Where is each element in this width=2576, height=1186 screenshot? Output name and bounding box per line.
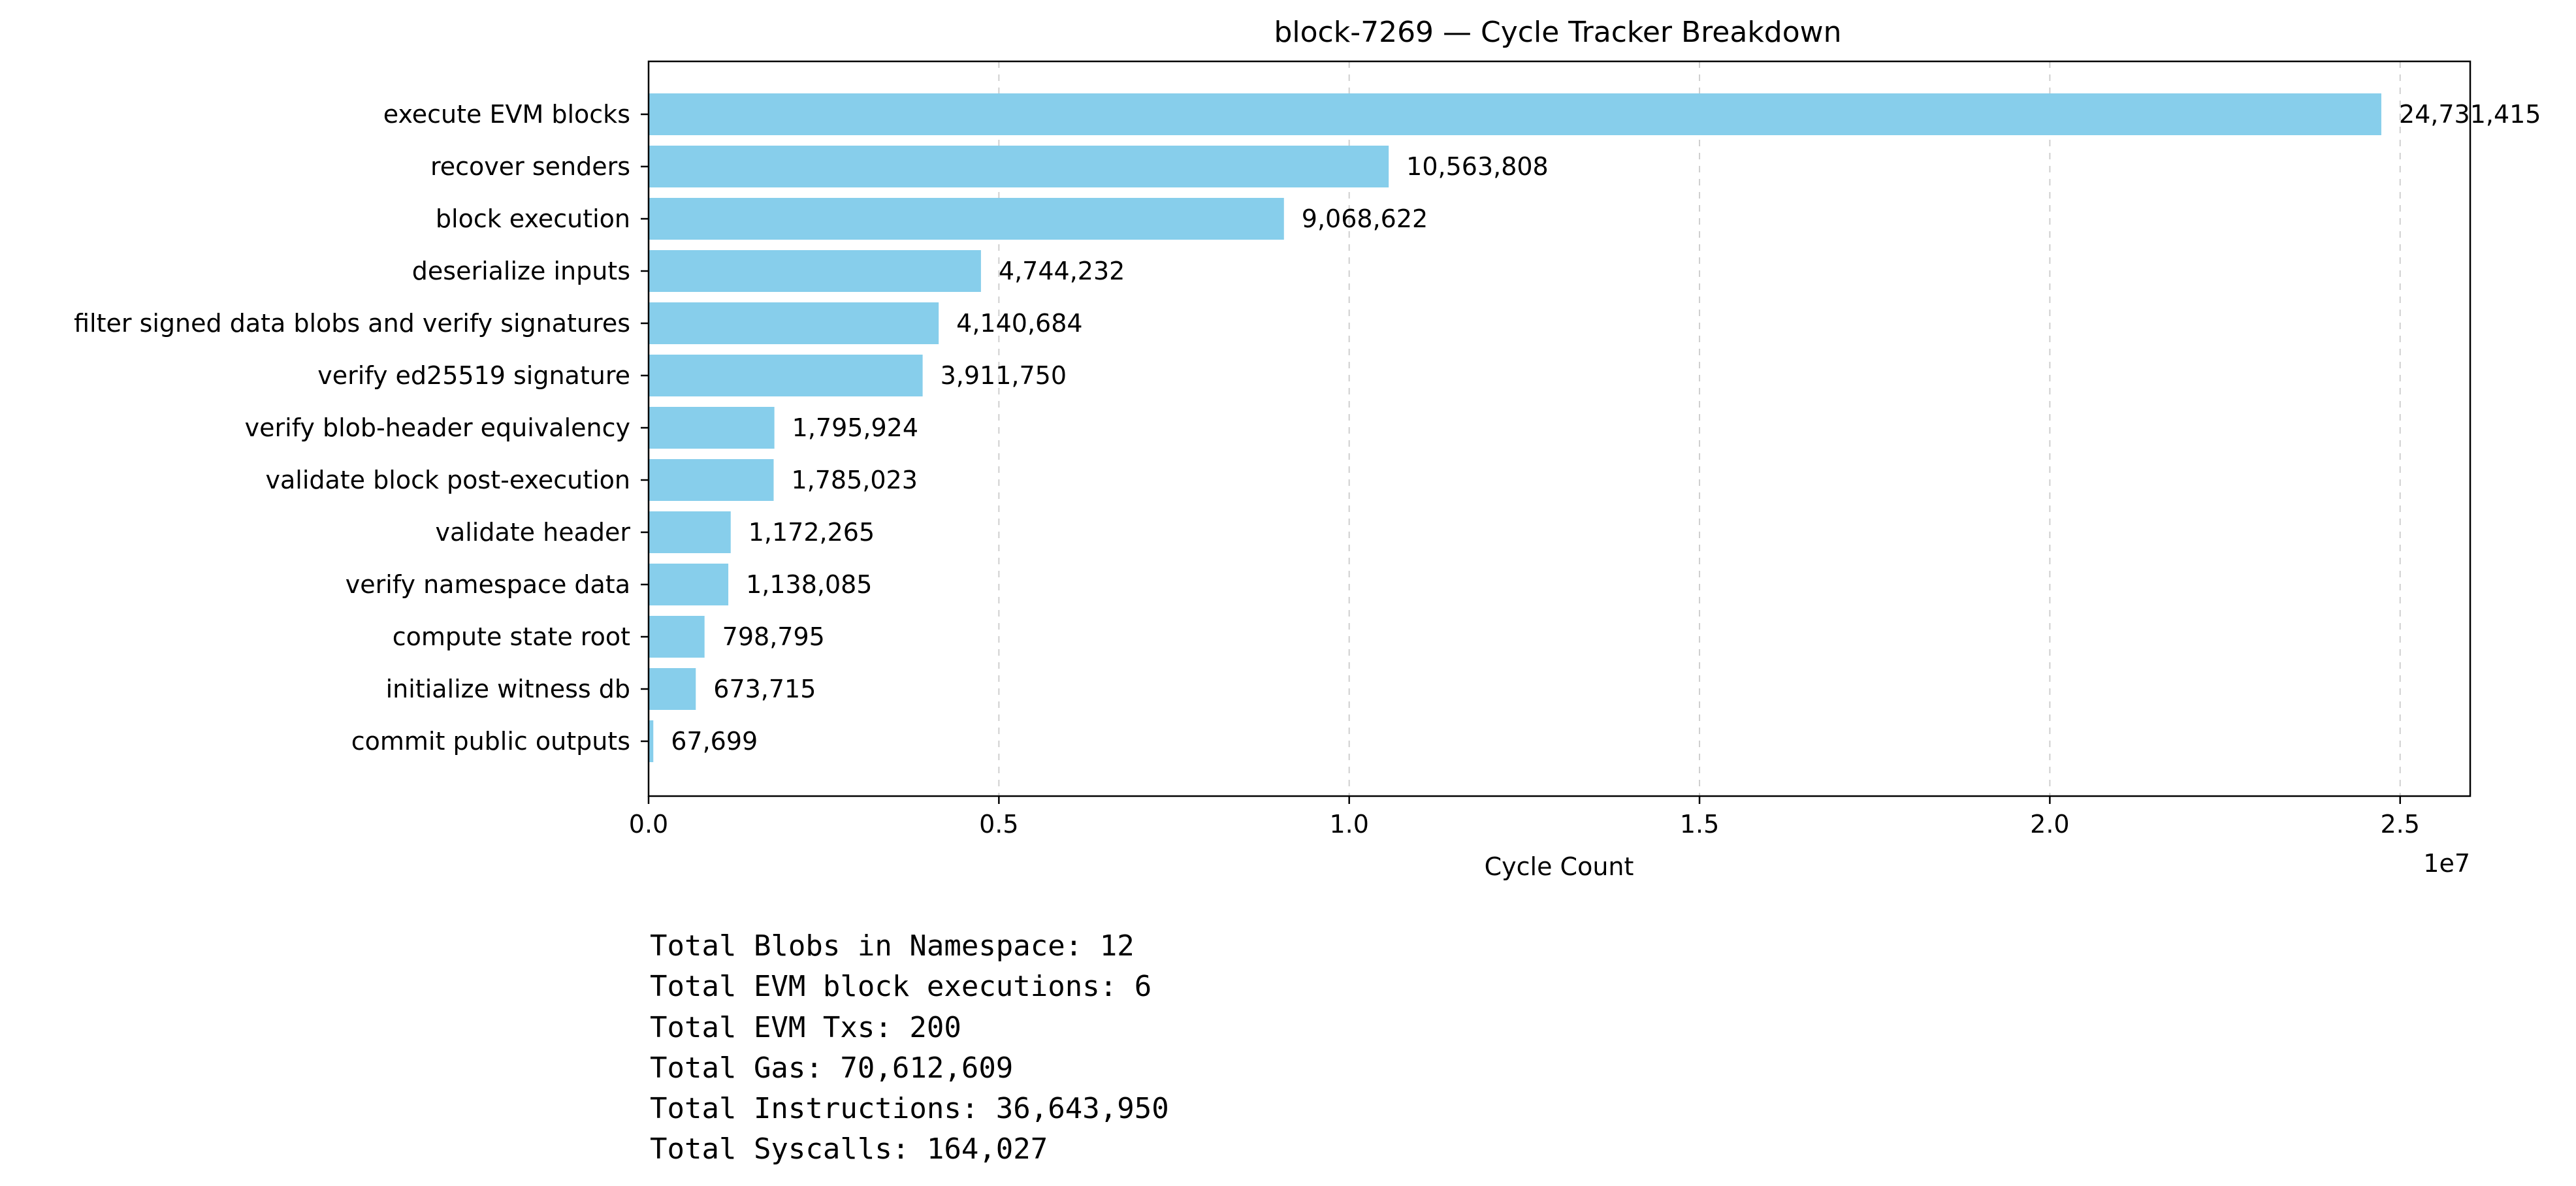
bar — [649, 720, 654, 762]
plot-frame — [647, 60, 2471, 797]
bar-value-label: 9,068,622 — [1302, 204, 1428, 233]
y-tick-label: block execution — [436, 204, 630, 233]
value-labels: 24,731,41510,563,8089,068,6224,744,2324,… — [671, 100, 2541, 756]
bar-value-label: 1,795,924 — [792, 413, 918, 442]
bar-value-label: 1,138,085 — [746, 570, 872, 599]
summary-stat-line: Total Gas: 70,612,609 — [650, 1051, 1014, 1085]
y-tick-label: filter signed data blobs and verify sign… — [74, 309, 630, 338]
bar-value-label: 673,715 — [713, 675, 816, 703]
bar-value-label: 4,140,684 — [956, 309, 1082, 338]
summary-stat-line: Total Instructions: 36,643,950 — [650, 1092, 1169, 1126]
x-axis: 0.0 0.5 1.0 1.5 2.0 2.5 — [629, 796, 2420, 839]
bar-value-label: 798,795 — [722, 622, 825, 651]
bar — [649, 616, 705, 658]
bar — [649, 668, 696, 710]
x-tick-label: 1.0 — [1329, 810, 1368, 839]
bar-value-label: 10,563,808 — [1406, 152, 1549, 181]
summary-stat-line: Total Blobs in Namespace: 12 — [650, 929, 1135, 963]
summary-stat-line: Total EVM Txs: 200 — [650, 1010, 961, 1044]
chart-title: block-7269 — Cycle Tracker Breakdown — [1274, 16, 1841, 49]
bar-value-label: 1,785,023 — [791, 466, 917, 494]
bar — [649, 459, 774, 501]
x-axis-label: Cycle Count — [1485, 852, 1634, 881]
x-axis-offset-label: 1e7 — [2423, 849, 2470, 878]
y-tick-label: verify ed25519 signature — [317, 361, 630, 390]
bar — [649, 250, 981, 292]
y-tick-label: validate block post-execution — [265, 466, 630, 494]
summary-stats: Total Blobs in Namespace: 12 Total EVM bl… — [650, 926, 1169, 1170]
y-tick-label: validate header — [435, 518, 630, 547]
x-tick-label: 2.0 — [2030, 810, 2069, 839]
x-tick-label: 0.0 — [629, 810, 668, 839]
bars — [649, 93, 2381, 762]
y-tick-label: verify blob-header equivalency — [245, 413, 630, 442]
bar-value-label: 3,911,750 — [941, 361, 1067, 390]
bar — [649, 564, 729, 605]
bar — [649, 511, 731, 553]
bar — [649, 355, 923, 396]
y-tick-label: verify namespace data — [346, 570, 630, 599]
summary-stat-line: Total EVM block executions: 6 — [650, 970, 1152, 1004]
y-tick-label: execute EVM blocks — [383, 100, 630, 129]
bar-value-label: 1,172,265 — [749, 518, 875, 547]
x-tick-label: 1.5 — [1680, 810, 1719, 839]
x-tick-label: 2.5 — [2381, 810, 2420, 839]
y-tick-label: initialize witness db — [386, 675, 630, 703]
y-tick-label: compute state root — [393, 622, 630, 651]
bar — [649, 407, 775, 449]
x-tick-label: 0.5 — [979, 810, 1018, 839]
y-tick-label: deserialize inputs — [412, 257, 630, 285]
bar — [649, 302, 939, 344]
summary-stat-line: Total Syscalls: 164,027 — [650, 1132, 1048, 1166]
y-tick-label: commit public outputs — [351, 727, 630, 756]
bar — [649, 146, 1389, 187]
bar-value-label: 67,699 — [671, 727, 758, 756]
bar — [649, 198, 1284, 240]
bar-value-label: 4,744,232 — [999, 257, 1125, 285]
y-axis: execute EVM blocks recover senders block e… — [74, 100, 649, 756]
bar — [649, 93, 2381, 135]
y-tick-label: recover senders — [430, 152, 630, 181]
